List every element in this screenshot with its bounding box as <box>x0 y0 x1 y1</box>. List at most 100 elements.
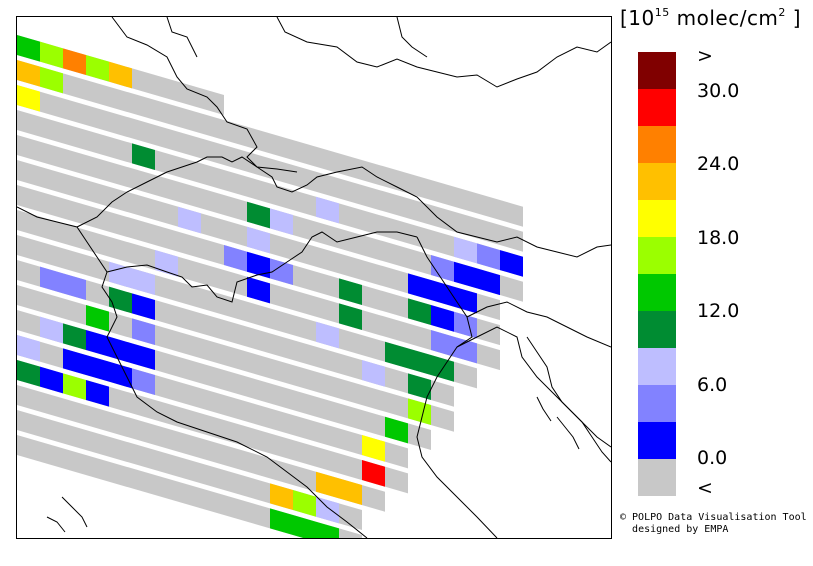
coastline <box>416 236 498 538</box>
legend-label: < <box>697 477 713 499</box>
data-pixel <box>17 85 40 112</box>
legend-title: [1015 molec/cm2 ] <box>620 6 801 30</box>
border-line <box>276 17 611 88</box>
border-line <box>166 17 198 58</box>
coastline <box>526 336 611 463</box>
data-pixel <box>454 261 477 289</box>
data-pixel <box>17 335 40 362</box>
data-pixel <box>247 276 270 304</box>
data-pixel <box>362 460 385 487</box>
legend-swatch <box>638 274 676 311</box>
data-pixel <box>109 61 132 89</box>
data-pixel <box>454 236 477 264</box>
legend-label: 30.0 <box>697 80 740 102</box>
legend-swatch <box>638 459 676 496</box>
data-pixel <box>408 398 431 426</box>
data-pixel <box>109 336 132 364</box>
border-line <box>111 17 298 173</box>
data-pixel <box>431 255 454 282</box>
credit-line-2: designed by EMPA <box>632 524 729 535</box>
data-pixel <box>247 201 270 229</box>
legend-label: 12.0 <box>697 300 740 322</box>
data-pixel <box>339 278 362 306</box>
legend-swatch <box>638 422 676 459</box>
legend-swatch <box>638 311 676 348</box>
data-pixel <box>316 321 339 349</box>
legend-swatch <box>638 163 676 200</box>
data-pixel <box>385 341 408 369</box>
data-pixel <box>431 330 454 357</box>
legend-label: 24.0 <box>697 153 740 175</box>
data-pixel <box>408 298 431 326</box>
data-pixel <box>63 48 86 76</box>
data-pixel <box>477 243 500 271</box>
data-pixel <box>40 66 63 94</box>
legend-title-exponent: 15 <box>654 6 670 19</box>
border-line <box>17 206 368 538</box>
data-pixel <box>63 348 86 376</box>
swath-strip <box>17 360 408 494</box>
coastline <box>61 496 88 528</box>
data-pixel <box>132 293 155 321</box>
border-line <box>106 231 418 303</box>
data-pixel <box>454 311 477 339</box>
data-pixel <box>132 143 155 171</box>
data-pixel <box>132 318 155 346</box>
color-legend <box>638 52 676 496</box>
data-pixel <box>270 208 293 236</box>
data-pixel <box>86 55 109 82</box>
data-pixel <box>109 286 132 314</box>
data-pixel <box>247 251 270 279</box>
legend-title-unit: molec/cm <box>669 6 779 30</box>
data-pixel <box>339 478 362 506</box>
legend-title-close: ] <box>785 6 802 30</box>
data-pixel <box>408 373 431 401</box>
data-pixel <box>17 60 40 87</box>
data-pixel <box>63 273 86 301</box>
data-pixel <box>408 273 431 301</box>
data-pixel <box>270 258 293 286</box>
data-pixel <box>109 361 132 389</box>
data-pixel <box>408 348 431 376</box>
data-pixel <box>132 368 155 396</box>
swath-strip <box>17 385 385 512</box>
legend-title-unit-exponent: 2 <box>778 6 786 19</box>
legend-swatch <box>638 348 676 385</box>
data-pixel <box>86 330 109 357</box>
data-pixel <box>63 373 86 401</box>
map-canvas <box>17 17 611 538</box>
data-pixel <box>431 280 454 307</box>
border-line <box>396 17 428 58</box>
data-pixel <box>362 360 385 387</box>
data-pixel <box>270 508 293 536</box>
data-pixel <box>40 366 63 394</box>
coastline <box>536 396 552 422</box>
data-pixel <box>316 521 339 538</box>
legend-title-base: [10 <box>620 6 655 30</box>
coastline <box>46 516 66 533</box>
data-pixel <box>477 268 500 296</box>
legend-swatch <box>638 200 676 237</box>
data-pixel <box>63 323 86 351</box>
data-pixel <box>224 245 247 272</box>
coastlines-and-borders <box>17 17 611 538</box>
data-pixel <box>132 343 155 371</box>
data-pixel <box>454 336 477 364</box>
data-pixel <box>86 380 109 407</box>
legend-label: 0.0 <box>697 447 728 469</box>
legend-label: 18.0 <box>697 227 740 249</box>
data-pixel <box>293 490 316 517</box>
satellite-pixels <box>17 35 523 538</box>
credit-text: © POLPO Data Visualisation Tool designed… <box>620 512 807 536</box>
data-pixel <box>86 355 109 382</box>
legend-swatch <box>638 89 676 126</box>
swath-strip <box>17 60 523 227</box>
map-area <box>16 16 612 539</box>
data-pixel <box>362 435 385 462</box>
data-pixel <box>17 35 40 62</box>
data-pixel <box>316 471 339 499</box>
legend-swatch <box>638 126 676 163</box>
data-pixel <box>132 268 155 296</box>
data-pixel <box>454 286 477 314</box>
data-pixel <box>339 303 362 331</box>
